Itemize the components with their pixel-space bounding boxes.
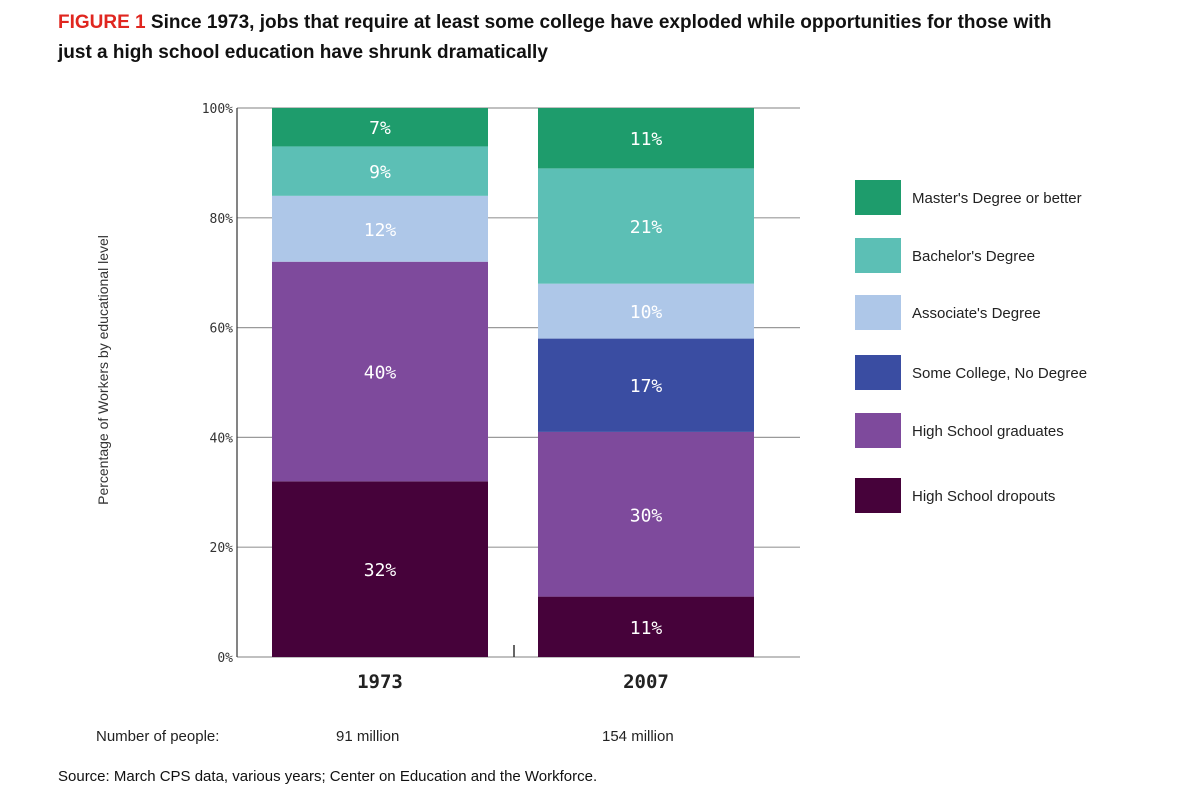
y-tick-label: 80% bbox=[210, 212, 234, 227]
legend-label: Master's Degree or better bbox=[912, 190, 1082, 207]
legend-swatch bbox=[855, 180, 901, 215]
bar-segment bbox=[538, 596, 754, 657]
y-tick-label: 40% bbox=[210, 431, 234, 446]
bar-segment bbox=[272, 108, 488, 147]
y-axis-title: Percentage of Workers by educational lev… bbox=[95, 235, 111, 505]
number-of-people-1973: 91 million bbox=[336, 728, 400, 745]
number-of-people-2007: 154 million bbox=[602, 728, 674, 745]
data-label: 12% bbox=[364, 220, 397, 241]
bar-segment bbox=[272, 195, 488, 262]
data-label: 40% bbox=[364, 363, 397, 384]
data-label: 10% bbox=[630, 302, 663, 323]
data-label: 32% bbox=[364, 560, 397, 581]
x-tick-label: 1973 bbox=[357, 671, 403, 693]
bar-segment bbox=[538, 108, 754, 169]
legend-swatch bbox=[855, 413, 901, 448]
x-tick-label: 2007 bbox=[623, 671, 669, 693]
legend-label: Bachelor's Degree bbox=[912, 248, 1035, 265]
data-label: 30% bbox=[630, 505, 663, 526]
legend-label: High School dropouts bbox=[912, 488, 1055, 505]
legend-label: Some College, No Degree bbox=[912, 365, 1087, 382]
bar-segment bbox=[538, 431, 754, 597]
legend-label: Associate's Degree bbox=[912, 305, 1041, 322]
data-label: 7% bbox=[369, 118, 391, 139]
data-label: 11% bbox=[630, 129, 663, 150]
data-label: 17% bbox=[630, 376, 663, 397]
legend-swatch bbox=[855, 295, 901, 330]
bar-segment bbox=[272, 481, 488, 657]
number-of-people-label: Number of people: bbox=[96, 728, 220, 745]
bar-segment bbox=[538, 168, 754, 284]
legend-swatch bbox=[855, 355, 901, 390]
chart-title: FIGURE 1 Since 1973, jobs that require a… bbox=[58, 8, 1058, 68]
figure-title-text: Since 1973, jobs that require at least s… bbox=[58, 12, 1052, 63]
y-tick-label: 20% bbox=[210, 541, 234, 556]
data-label: 21% bbox=[630, 217, 663, 238]
y-tick-label: 100% bbox=[202, 102, 233, 117]
y-tick-label: 60% bbox=[210, 322, 234, 337]
y-tick-label: 0% bbox=[217, 651, 233, 666]
bar-segment bbox=[538, 338, 754, 432]
source-note: Source: March CPS data, various years; C… bbox=[58, 768, 598, 785]
bar-segment bbox=[538, 283, 754, 339]
bar-segment bbox=[272, 261, 488, 482]
legend-swatch bbox=[855, 478, 901, 513]
data-label: 9% bbox=[369, 162, 391, 183]
legend-swatch bbox=[855, 238, 901, 273]
figure-label: FIGURE 1 bbox=[58, 12, 146, 33]
bar-segment bbox=[272, 146, 488, 196]
data-label: 11% bbox=[630, 618, 663, 639]
legend-label: High School graduates bbox=[912, 423, 1064, 440]
